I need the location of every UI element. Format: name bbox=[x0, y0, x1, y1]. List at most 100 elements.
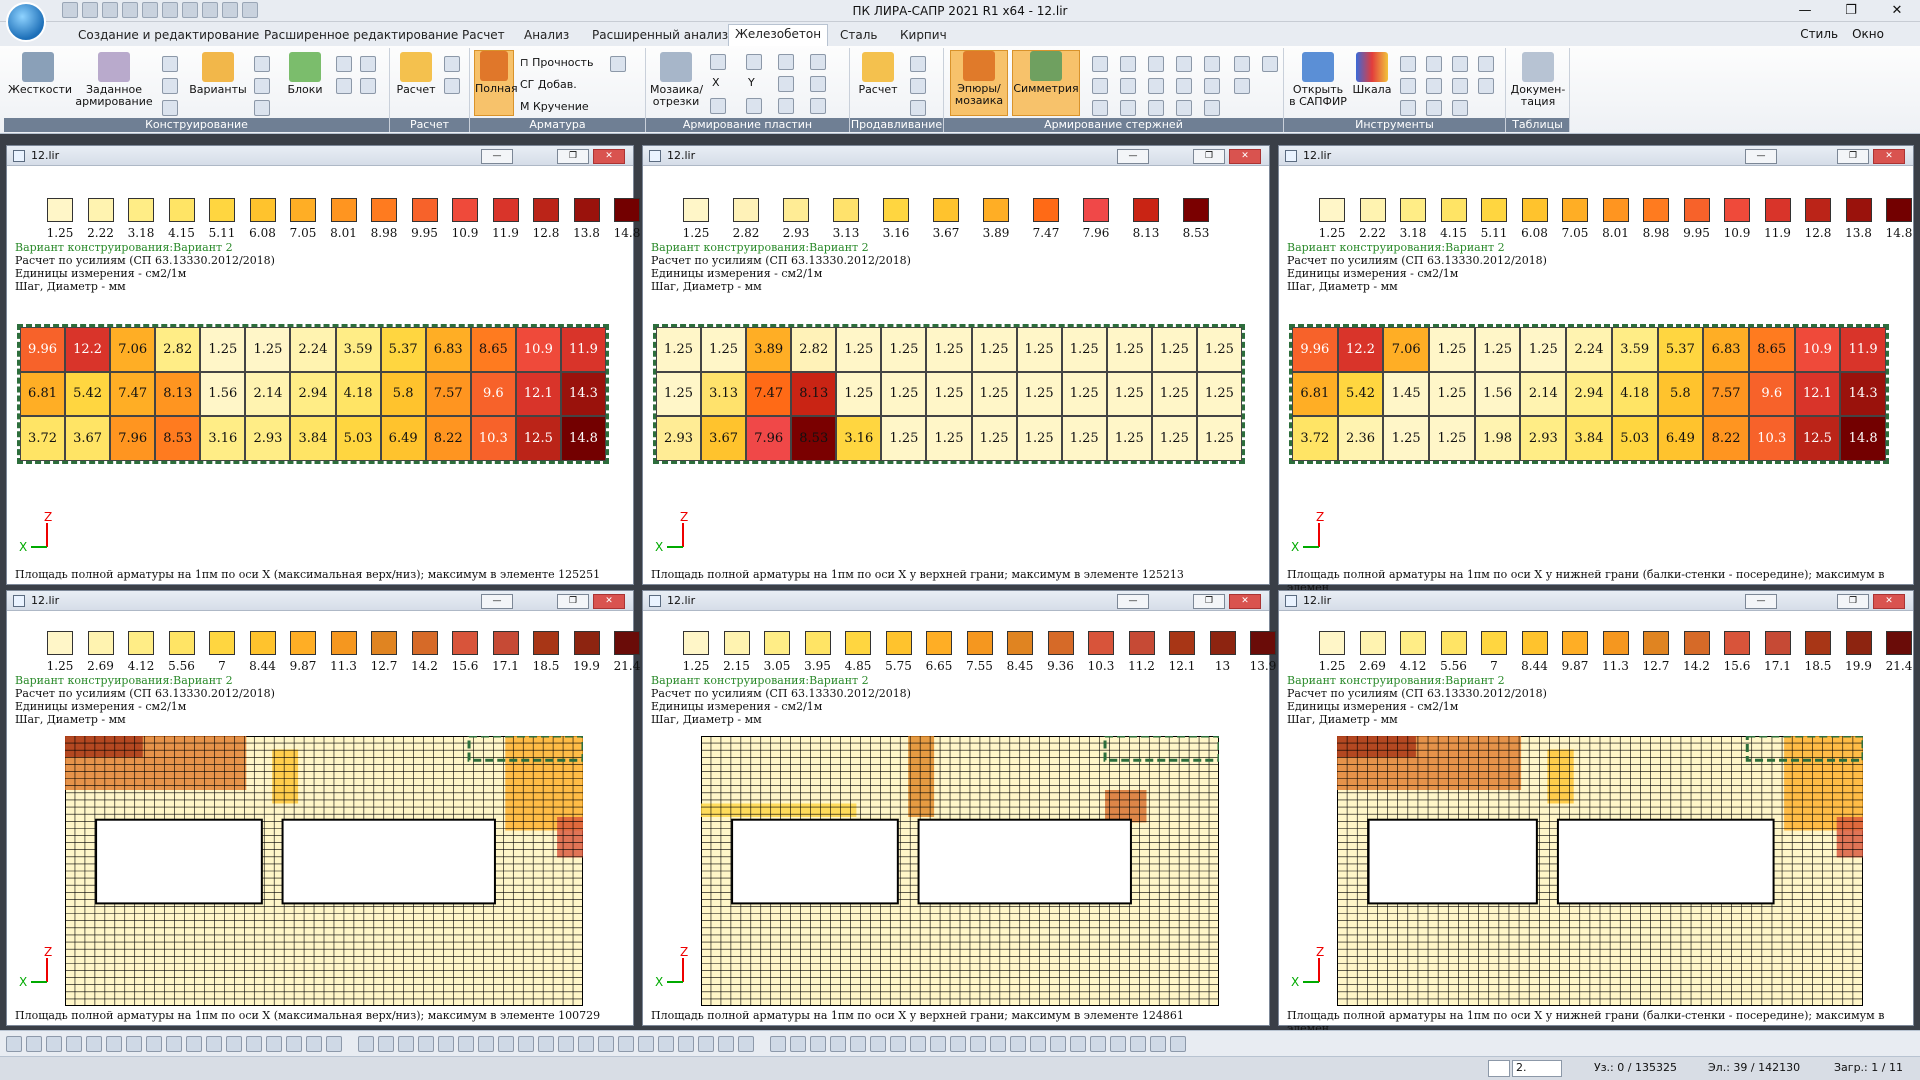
element-cell[interactable]: 1.25 bbox=[1196, 416, 1242, 461]
plate-tool8-icon[interactable] bbox=[810, 98, 826, 114]
toolbar-tool-icon[interactable] bbox=[1090, 1036, 1106, 1052]
calc-tool-icon[interactable] bbox=[444, 56, 460, 72]
element-cell[interactable]: 7.47 bbox=[746, 371, 792, 417]
tab-steel[interactable]: Сталь bbox=[840, 28, 878, 42]
maximize-button[interactable]: ❐ bbox=[1845, 3, 1857, 18]
bar-tool9-icon[interactable] bbox=[1148, 100, 1164, 116]
toolbar-tool-icon[interactable] bbox=[266, 1036, 282, 1052]
element-cell[interactable]: 1.25 bbox=[1474, 327, 1521, 372]
element-cell[interactable]: 1.25 bbox=[1429, 416, 1475, 461]
window-maximize-button[interactable]: ❐ bbox=[557, 594, 589, 609]
element-cell[interactable]: 3.59 bbox=[1611, 327, 1658, 372]
element-cell[interactable]: 11.9 bbox=[1840, 327, 1886, 372]
toolbar-tool-icon[interactable] bbox=[970, 1036, 986, 1052]
element-cell[interactable]: 14.3 bbox=[1840, 371, 1886, 417]
tools10-icon[interactable] bbox=[1478, 56, 1494, 72]
toolbar-tool-icon[interactable] bbox=[658, 1036, 674, 1052]
bar-tool6-icon[interactable] bbox=[1120, 100, 1136, 116]
document-window[interactable]: 12.lir — ❐ ✕ 1.25 2.22 3.18 4.15 5.11 6.08 7.05 8.0… bbox=[1278, 145, 1914, 594]
load-case-combo[interactable]: 2. bbox=[1512, 1060, 1562, 1077]
copy-icon[interactable] bbox=[202, 2, 218, 18]
element-cell[interactable]: 12.5 bbox=[1794, 416, 1841, 461]
toolbar-tool-icon[interactable] bbox=[930, 1036, 946, 1052]
element-cell[interactable]: 9.6 bbox=[1748, 371, 1795, 417]
window-close-button[interactable]: ✕ bbox=[593, 594, 625, 609]
plate-tool3-icon[interactable] bbox=[778, 54, 794, 70]
toolbar-tool-icon[interactable] bbox=[810, 1036, 826, 1052]
design-tool4-icon[interactable] bbox=[254, 56, 270, 72]
element-cell[interactable]: 14.3 bbox=[560, 371, 606, 417]
tools3-icon[interactable] bbox=[1400, 100, 1416, 116]
design-tool10-icon[interactable] bbox=[360, 78, 376, 94]
element-cell[interactable]: 1.25 bbox=[656, 327, 702, 372]
toolbar-tool-icon[interactable] bbox=[1010, 1036, 1026, 1052]
element-cell[interactable]: 10.9 bbox=[515, 327, 561, 372]
scale-button[interactable]: Шкала bbox=[1350, 52, 1394, 96]
toolbar-tool-icon[interactable] bbox=[146, 1036, 162, 1052]
toolbar-tool-icon[interactable] bbox=[738, 1036, 754, 1052]
element-cell[interactable]: 8.65 bbox=[470, 327, 516, 372]
element-cell[interactable]: 1.56 bbox=[1474, 371, 1521, 417]
app-logo-icon[interactable] bbox=[6, 2, 46, 42]
tab-calculation[interactable]: Расчет bbox=[462, 28, 505, 42]
element-cell[interactable]: 1.25 bbox=[881, 327, 927, 372]
element-cell[interactable]: 1.25 bbox=[881, 371, 927, 417]
tab-advanced-analysis[interactable]: Расширенный анализ bbox=[592, 28, 729, 42]
element-cell[interactable]: 1.25 bbox=[971, 327, 1017, 372]
window-maximize-button[interactable]: ❐ bbox=[1837, 149, 1869, 164]
bar-tool3-icon[interactable] bbox=[1092, 100, 1108, 116]
toolbar-tool-icon[interactable] bbox=[126, 1036, 142, 1052]
toolbar-tool-icon[interactable] bbox=[306, 1036, 322, 1052]
bar-tool-icon[interactable] bbox=[1092, 56, 1108, 72]
blocks-button[interactable]: Блоки bbox=[280, 52, 330, 96]
window-maximize-button[interactable]: ❐ bbox=[1193, 149, 1225, 164]
tools8-icon[interactable] bbox=[1452, 78, 1468, 94]
element-cell[interactable]: 1.25 bbox=[1151, 327, 1197, 372]
element-cell[interactable]: 1.25 bbox=[1196, 371, 1242, 417]
window-titlebar[interactable]: 12.lir — ❐ ✕ bbox=[7, 146, 633, 166]
symmetry-button[interactable]: Симметрия bbox=[1012, 50, 1080, 116]
element-cell[interactable]: 8.13 bbox=[791, 371, 837, 417]
element-cell[interactable]: 14.8 bbox=[560, 416, 606, 461]
element-cell[interactable]: 1.25 bbox=[926, 371, 972, 417]
toolbar-tool-icon[interactable] bbox=[598, 1036, 614, 1052]
element-cell[interactable]: 5.8 bbox=[1657, 371, 1704, 417]
document-window[interactable]: 12.lir — ❐ ✕ 1.25 2.69 4.12 5.56 7 8.44 9.87 11.3 12… bbox=[1278, 590, 1914, 1035]
element-cell[interactable]: 1.25 bbox=[971, 371, 1017, 417]
window-titlebar[interactable]: 12.lir — ❐ ✕ bbox=[643, 146, 1269, 166]
toolbar-tool-icon[interactable] bbox=[518, 1036, 534, 1052]
element-cell[interactable]: 1.25 bbox=[836, 371, 882, 417]
element-cell[interactable]: 5.37 bbox=[1657, 327, 1704, 372]
element-cell[interactable]: 7.47 bbox=[110, 371, 156, 417]
element-cell[interactable]: 2.82 bbox=[791, 327, 837, 372]
bar-tool13-icon[interactable] bbox=[1204, 56, 1220, 72]
tools-icon[interactable] bbox=[1400, 56, 1416, 72]
element-cell[interactable]: 4.18 bbox=[1611, 371, 1658, 417]
window-maximize-button[interactable]: ❐ bbox=[1837, 594, 1869, 609]
plate-y-icon[interactable] bbox=[746, 54, 762, 70]
mesh-plot[interactable] bbox=[1337, 736, 1863, 1006]
toolbar-tool-icon[interactable] bbox=[1110, 1036, 1126, 1052]
toolbar-tool-icon[interactable] bbox=[1050, 1036, 1066, 1052]
toolbar-tool-icon[interactable] bbox=[286, 1036, 302, 1052]
element-cell[interactable]: 6.49 bbox=[1657, 416, 1704, 461]
element-cell[interactable]: 1.25 bbox=[881, 416, 927, 461]
window-titlebar[interactable]: 12.lir — ❐ ✕ bbox=[643, 591, 1269, 611]
full-reinforcement-button[interactable]: Полная bbox=[474, 50, 518, 116]
toolbar-tool-icon[interactable] bbox=[478, 1036, 494, 1052]
design-tool9-icon[interactable] bbox=[360, 56, 376, 72]
toolbar-tool-icon[interactable] bbox=[850, 1036, 866, 1052]
element-cell[interactable]: 5.42 bbox=[65, 371, 111, 417]
mesh-plot[interactable] bbox=[65, 736, 583, 1006]
toolbar-tool-icon[interactable] bbox=[226, 1036, 242, 1052]
element-cell[interactable]: 1.25 bbox=[926, 327, 972, 372]
bar-tool15-icon[interactable] bbox=[1204, 100, 1220, 116]
element-cell[interactable]: 1.25 bbox=[1429, 327, 1475, 372]
undo-icon[interactable] bbox=[122, 2, 138, 18]
toolbar-tool-icon[interactable] bbox=[66, 1036, 82, 1052]
bar-tool16-icon[interactable] bbox=[1234, 56, 1250, 72]
element-cell[interactable]: 1.25 bbox=[1016, 371, 1062, 417]
toolbar-tool-icon[interactable] bbox=[538, 1036, 554, 1052]
punch-tool2-icon[interactable] bbox=[910, 78, 926, 94]
element-cell[interactable]: 3.84 bbox=[1566, 416, 1612, 461]
